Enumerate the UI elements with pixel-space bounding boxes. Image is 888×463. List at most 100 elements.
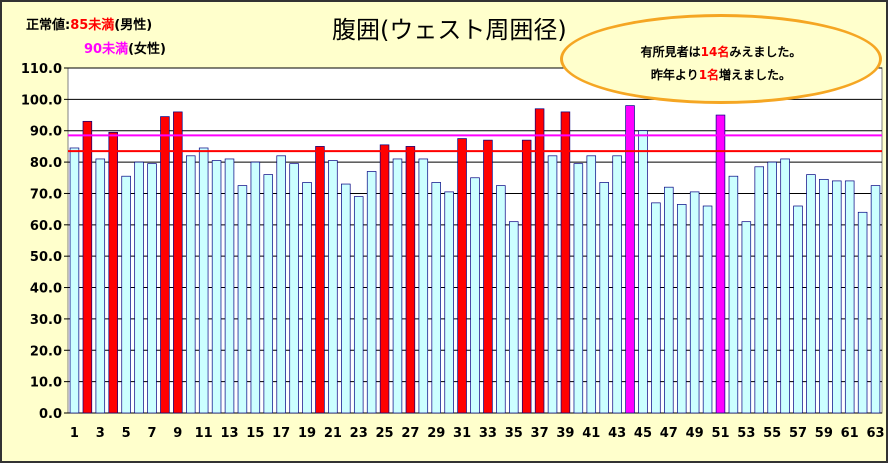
callout-num-2: 1名 (698, 68, 720, 82)
callout-text-1a: 有所見者は (640, 45, 701, 59)
y-tick-label: 40.0 (30, 282, 62, 297)
x-tick-label: 47 (660, 426, 678, 441)
x-tick-label: 19 (298, 426, 316, 441)
bar (664, 186, 674, 414)
x-tick-label: 39 (556, 426, 574, 441)
legend-male-value: 85未満 (70, 18, 115, 33)
bar (82, 120, 93, 414)
callout-line-1: 有所見者は14名みえました。 (563, 43, 879, 60)
bar (108, 131, 118, 414)
bar (392, 158, 403, 414)
bar (676, 204, 687, 414)
bar (625, 105, 635, 414)
x-tick-label: 23 (350, 426, 368, 441)
callout-bubble: 有所見者は14名みえました。 昨年より1名増えました。 (560, 14, 882, 104)
x-tick-label: 37 (531, 426, 549, 441)
x-tick-label: 5 (122, 426, 131, 441)
x-tick-label: 53 (737, 426, 755, 441)
bar (586, 155, 597, 414)
bar (819, 178, 829, 414)
x-tick-label: 51 (711, 426, 729, 441)
callout-num-1: 14名 (700, 45, 730, 59)
x-tick-label: 11 (195, 426, 213, 441)
bar (509, 221, 519, 414)
bar (121, 175, 131, 414)
x-tick-label: 45 (634, 426, 652, 441)
bar (341, 183, 351, 414)
bar (832, 180, 842, 414)
bar (599, 182, 609, 414)
bar (483, 139, 493, 414)
x-tick-label: 35 (505, 426, 523, 441)
bar (857, 211, 868, 414)
bar (534, 108, 545, 414)
bar (366, 171, 377, 414)
bar (237, 185, 248, 414)
legend-female-value: 90未満 (84, 42, 129, 57)
bar (69, 147, 80, 414)
bar (547, 155, 558, 414)
bar (689, 191, 700, 414)
x-tick-label: 43 (608, 426, 626, 441)
bar (315, 146, 325, 414)
x-tick-label: 9 (173, 426, 182, 441)
bar (328, 160, 338, 414)
x-tick-label: 49 (686, 426, 704, 441)
bar (573, 163, 584, 414)
callout-line-2: 昨年より1名増えました。 (563, 66, 879, 83)
legend-female: 90未満(女性) (84, 38, 166, 57)
bar (160, 116, 170, 414)
bar (806, 174, 816, 414)
y-tick-label: 60.0 (30, 219, 62, 234)
bar (379, 144, 390, 414)
legend-male-suffix: (男性) (114, 18, 153, 33)
x-tick-label: 41 (582, 426, 600, 441)
bar (173, 111, 183, 414)
callout-text-2a: 昨年より (650, 68, 699, 82)
bar (844, 180, 855, 414)
bar (780, 158, 790, 414)
x-tick-label: 17 (272, 426, 290, 441)
bar (289, 163, 299, 414)
y-tick-label: 80.0 (30, 156, 62, 171)
bar (134, 161, 144, 414)
callout-text-2b: 増えました。 (719, 68, 792, 82)
y-tick-label: 100.0 (21, 93, 62, 108)
y-tick-label: 10.0 (30, 376, 62, 391)
bar (250, 161, 261, 414)
y-tick-label: 30.0 (30, 313, 62, 328)
bar (754, 166, 764, 414)
y-tick-label: 0.0 (39, 407, 62, 422)
bar (560, 111, 571, 414)
bar (95, 158, 106, 414)
bar (651, 202, 661, 414)
x-tick-label: 15 (246, 426, 264, 441)
x-tick-label: 59 (815, 426, 833, 441)
bar (444, 191, 454, 414)
bar (186, 155, 196, 414)
x-tick-label: 1 (70, 426, 79, 441)
x-tick-label: 55 (763, 426, 781, 441)
x-tick-label: 63 (866, 426, 884, 441)
bar (147, 163, 157, 414)
bar (741, 221, 752, 414)
bar (767, 161, 777, 414)
bar (211, 160, 222, 414)
y-tick-label: 110.0 (21, 62, 62, 77)
legend-male: 正常値:85未満(男性) (26, 14, 152, 33)
x-tick-label: 13 (220, 426, 238, 441)
bar (715, 114, 726, 414)
callout-text-1b: みえました。 (729, 45, 802, 59)
x-tick-label: 7 (147, 426, 156, 441)
y-tick-label: 20.0 (30, 344, 62, 359)
bar (496, 185, 506, 414)
bar (405, 146, 416, 414)
legend-female-suffix: (女性) (128, 42, 166, 57)
y-tick-label: 50.0 (30, 250, 62, 265)
x-tick-label: 21 (324, 426, 342, 441)
x-tick-label: 33 (479, 426, 497, 441)
bar (276, 155, 286, 414)
x-tick-label: 57 (789, 426, 807, 441)
bar (612, 155, 622, 414)
